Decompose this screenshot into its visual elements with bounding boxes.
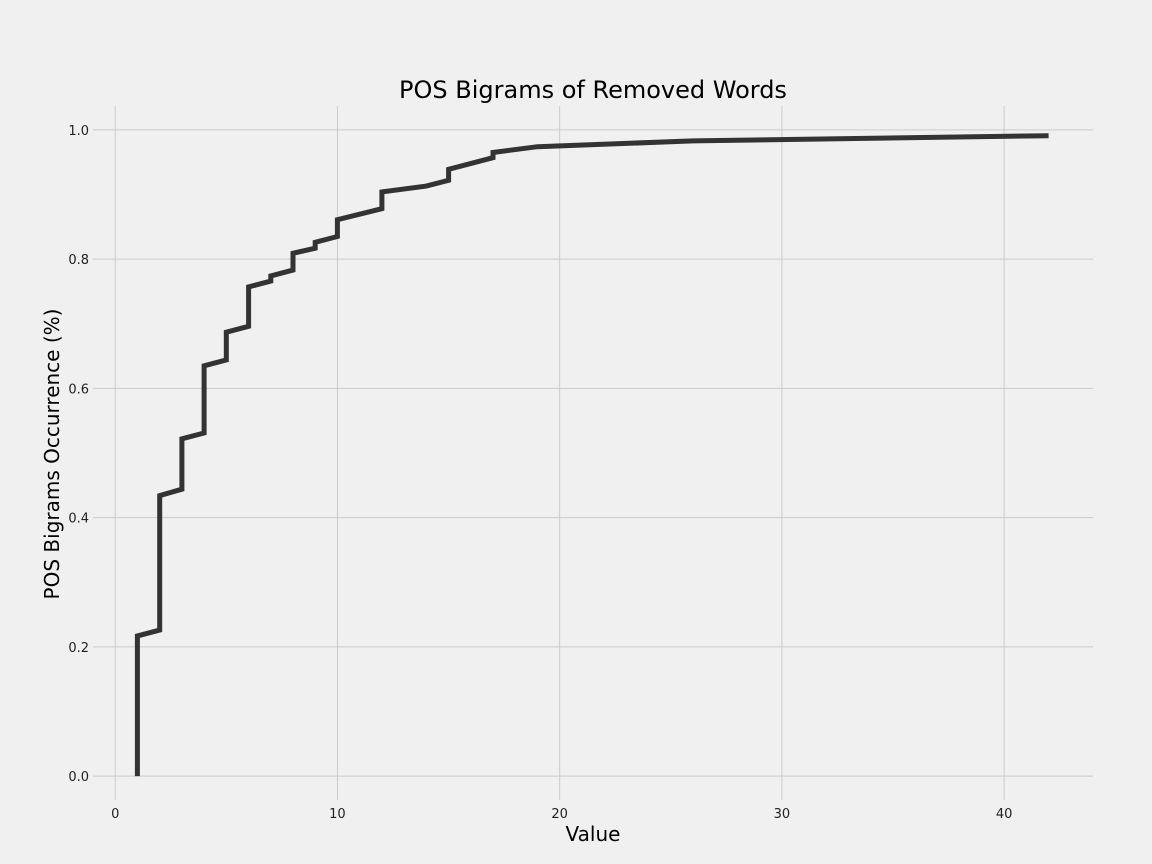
y-tick-label: 0.0	[68, 770, 89, 785]
y-tick-label: 0.8	[68, 253, 89, 268]
series-layer	[134, 133, 1049, 777]
y-tick-labels: 0.0 0.2 0.4 0.6 0.8 1.0	[68, 124, 89, 785]
series-line	[134, 133, 1049, 777]
x-tick-label: 30	[774, 807, 791, 822]
x-tick-label: 10	[329, 807, 346, 822]
x-tick-label: 20	[551, 807, 568, 822]
x-axis-title: Value	[566, 822, 621, 846]
y-tick-label: 0.6	[68, 382, 89, 397]
chart-title: POS Bigrams of Removed Words	[399, 76, 787, 104]
grid	[93, 106, 1093, 800]
y-axis-title: POS Bigrams Occurrence (%)	[40, 309, 64, 600]
x-tick-label: 40	[996, 807, 1013, 822]
y-tick-label: 1.0	[68, 124, 89, 139]
y-tick-label: 0.4	[68, 512, 89, 527]
y-tick-label: 0.2	[68, 641, 89, 656]
x-tick-labels: 0 10 20 30 40	[111, 807, 1012, 822]
x-tick-label: 0	[111, 807, 119, 822]
